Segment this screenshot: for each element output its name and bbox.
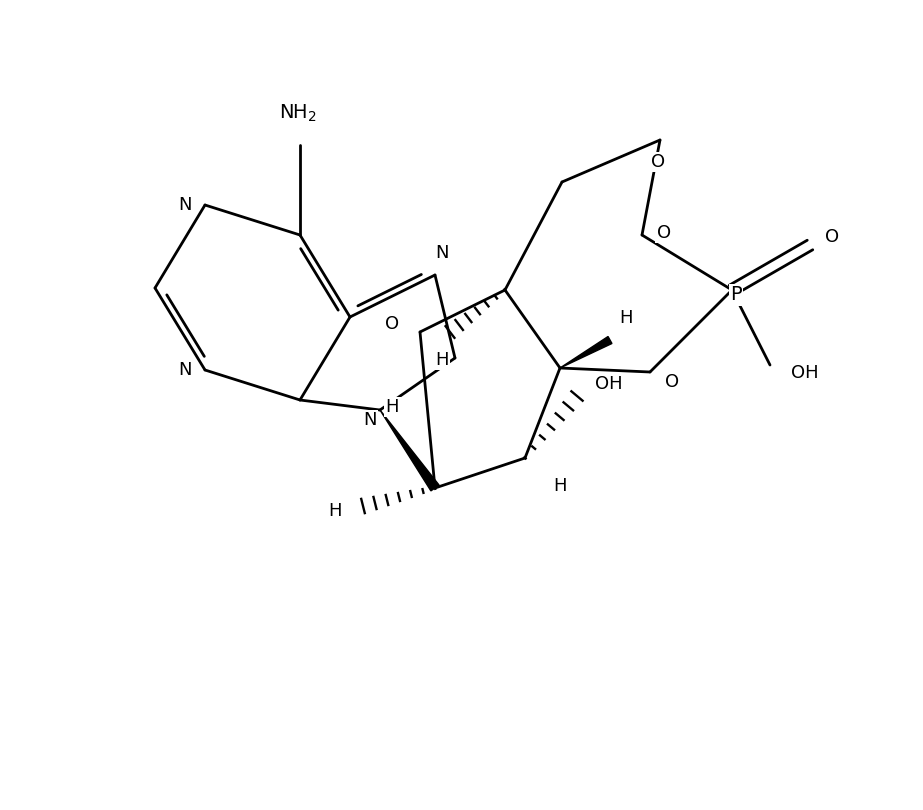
Text: O: O [385,315,399,333]
Text: O: O [665,373,679,391]
Polygon shape [560,336,612,368]
Text: NH$_2$: NH$_2$ [279,102,317,124]
Polygon shape [380,410,439,491]
Text: H: H [436,351,449,369]
Text: N: N [178,361,192,379]
Text: H: H [553,477,567,495]
Text: H: H [386,398,400,416]
Text: OH: OH [791,364,819,382]
Text: O: O [825,228,839,246]
Text: H: H [329,502,342,520]
Text: O: O [651,153,665,171]
Text: N: N [436,244,449,262]
Text: OH: OH [595,375,623,393]
Text: H: H [619,309,633,327]
Text: O: O [657,224,671,242]
Text: N: N [178,196,192,214]
Text: N: N [364,411,377,429]
Text: P: P [730,285,742,305]
